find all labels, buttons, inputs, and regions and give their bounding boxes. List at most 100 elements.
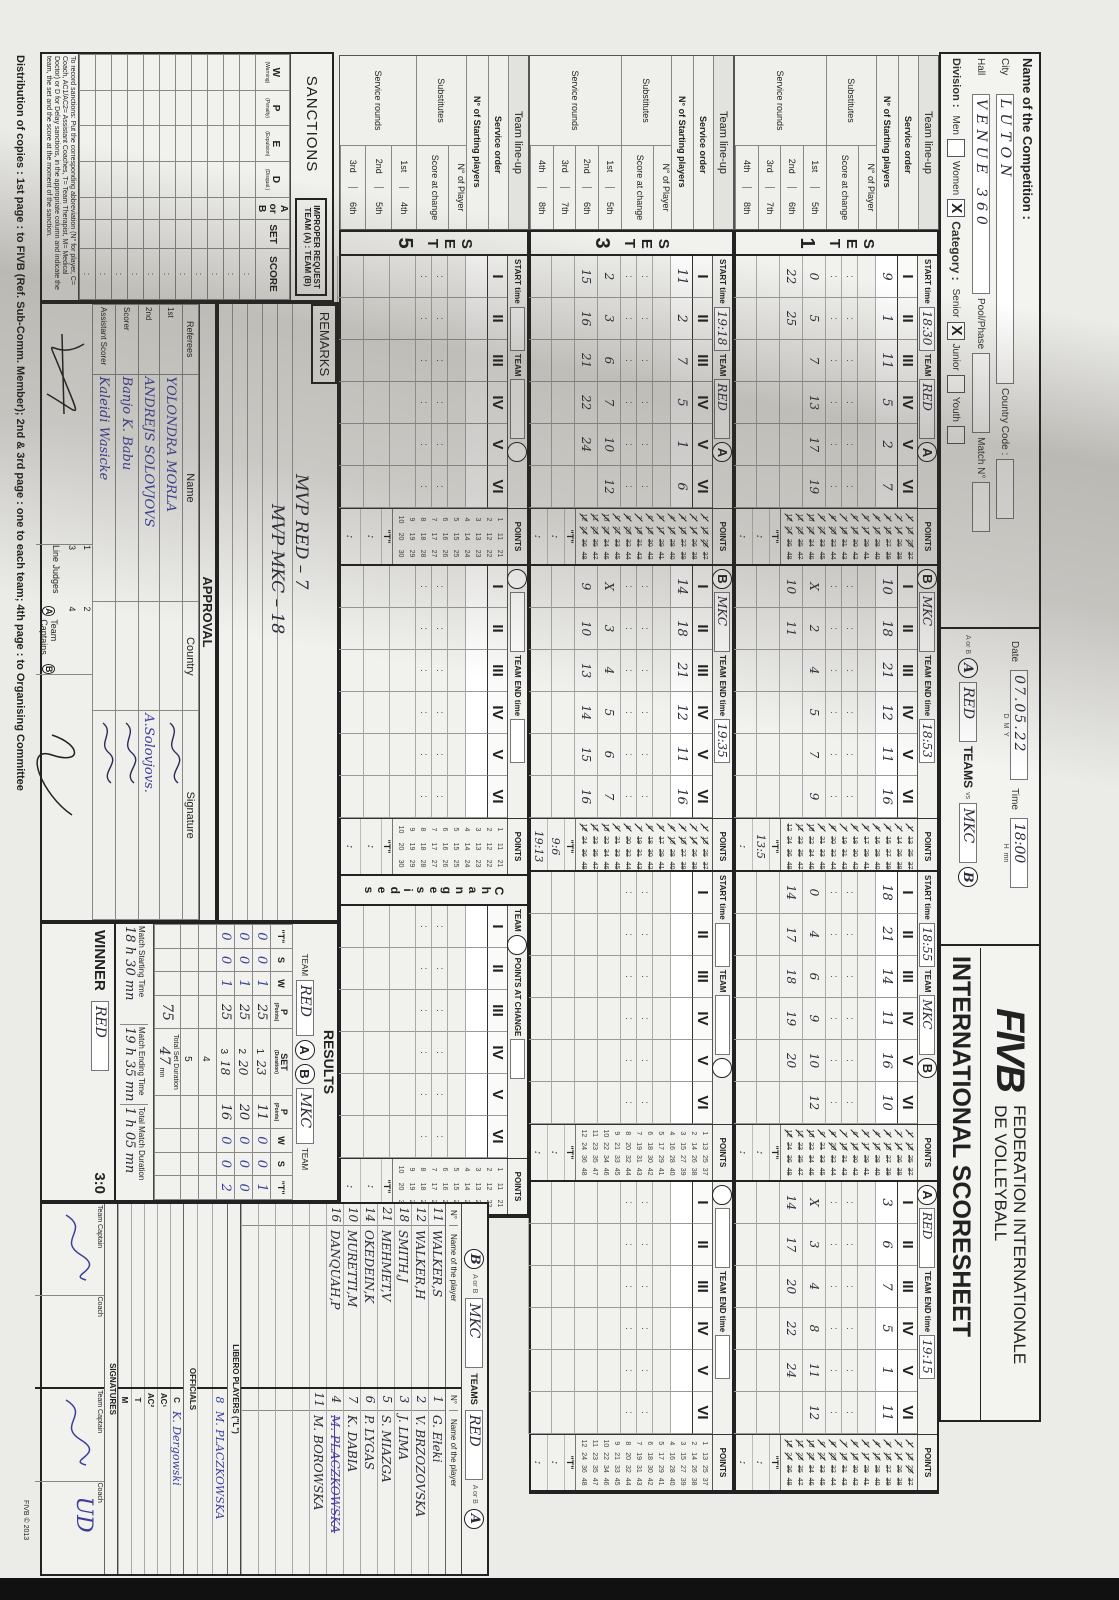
point-number[interactable]: 20 [624,1452,631,1461]
starting-player-cell[interactable]: 2 [875,424,897,466]
starting-player-cell[interactable] [465,776,487,818]
service-round-cell[interactable] [733,1392,756,1434]
point-number[interactable]: 43 [635,1167,642,1176]
point-number[interactable]: 17 [655,524,666,537]
starting-player-cell[interactable] [465,1032,487,1074]
point-number[interactable]: 23 [591,1452,598,1461]
point-number[interactable]: 43 [635,551,642,560]
service-round-cell[interactable]: X [597,566,620,608]
substitute-player-cell[interactable] [652,382,670,424]
player-row[interactable]: 3 J. LIMA [394,1389,411,1574]
starting-player-cell[interactable]: 21 [875,914,897,956]
service-round-cell[interactable] [551,956,574,998]
service-round-cell[interactable] [528,466,551,508]
score-at-change-cell[interactable]: : [841,1392,857,1434]
score-at-change-cell[interactable]: : [841,872,857,914]
point-number[interactable]: 17 [657,1452,664,1461]
point-number[interactable]: 18 [849,524,860,537]
point-number[interactable]: 11 [591,1129,598,1138]
team-captain-signature[interactable]: Team Captain [35,1389,104,1482]
service-round-cell[interactable] [756,382,779,424]
point-number[interactable]: 8 [624,1441,631,1446]
service-round-cell[interactable] [756,1308,779,1350]
score-at-change-cell[interactable]: : [620,608,636,650]
player-row[interactable]: 7 K. DABIA [343,1389,360,1574]
score-at-change-cell[interactable]: : [636,956,652,998]
point-number[interactable]: 12 [485,1182,492,1191]
substitute-player-cell[interactable] [652,1392,670,1434]
service-round-cell[interactable] [363,466,389,508]
point-number[interactable]: 35 [591,1154,598,1163]
service-round-cell[interactable] [597,1308,620,1350]
service-round-cell[interactable] [363,340,389,382]
sanctions-cell[interactable] [79,54,96,91]
team-captain-signature[interactable]: Team Captain [35,1204,104,1296]
player-row[interactable] [258,1389,275,1574]
timeout-cell[interactable]: : [341,509,362,564]
service-round-cell[interactable] [779,692,802,734]
substitute-player-cell[interactable] [857,692,875,734]
point-number[interactable]: 15 [679,1452,686,1461]
point-number[interactable]: 25 [701,848,708,857]
point-number[interactable]: 3 [882,1437,893,1450]
point-number[interactable]: 39 [884,1477,891,1486]
point-number[interactable]: 8 [827,1127,838,1140]
substitute-player-cell[interactable] [652,340,670,382]
point-number[interactable]: 24 [580,836,587,845]
service-round-cell[interactable] [574,1392,597,1434]
starting-player-cell[interactable] [670,1392,692,1434]
score-at-change-cell[interactable]: : [636,256,652,298]
point-number[interactable]: 17 [860,1450,871,1463]
point-number[interactable]: 10 [602,1129,609,1138]
score-at-change-cell[interactable]: : [415,256,431,298]
service-round-cell[interactable]: 13 [574,650,597,692]
score-at-change-cell[interactable]: : [415,734,431,776]
service-round-cell[interactable] [733,1224,756,1266]
score-at-change-cell[interactable]: : [825,998,841,1040]
substitute-player-cell[interactable] [447,906,465,948]
point-number[interactable]: 14 [893,524,904,537]
point-number[interactable]: 44 [829,1167,836,1176]
score-at-change-cell[interactable]: : [415,298,431,340]
score-at-change-cell[interactable]: : [415,1116,431,1158]
point-number[interactable]: 20 [397,1182,404,1191]
point-number[interactable]: 4 [668,1131,675,1136]
service-round-cell[interactable] [733,650,756,692]
score-at-change-cell[interactable]: : [825,466,841,508]
score-at-change-cell[interactable]: : [841,466,857,508]
service-round-cell[interactable] [528,872,551,914]
score-at-change-cell[interactable]: : [415,466,431,508]
point-number[interactable]: 6 [849,511,860,524]
starting-player-cell[interactable]: 21 [670,650,692,692]
point-number[interactable]: 3 [882,821,893,834]
point-number[interactable]: 27 [430,549,437,558]
point-number[interactable]: 28 [873,1464,880,1473]
sanctions-cell[interactable] [191,197,208,220]
point-number[interactable]: 36 [785,848,792,857]
score-at-change-cell[interactable]: : [825,340,841,382]
point-number[interactable]: 5 [860,1437,871,1450]
point-number[interactable]: 29 [862,1154,869,1163]
score-at-change-cell[interactable]: : [841,956,857,998]
point-number[interactable]: 26 [690,1464,697,1473]
point-number[interactable]: 38 [690,1477,697,1486]
point-number[interactable]: 24 [580,1142,587,1151]
service-round-cell[interactable] [597,1266,620,1308]
point-number[interactable]: 3 [677,821,688,834]
sanctions-cell[interactable] [223,90,240,126]
starting-player-cell[interactable]: 11 [875,998,897,1040]
starting-player-cell[interactable]: 11 [875,734,897,776]
point-number[interactable]: 8 [827,821,838,834]
point-number[interactable]: 45 [613,551,620,560]
point-number[interactable]: 13 [904,1450,915,1463]
sanctions-cell[interactable] [207,90,224,126]
score-at-change-cell[interactable]: : [620,1040,636,1082]
service-round-cell[interactable] [363,776,389,818]
service-round-cell[interactable] [756,1266,779,1308]
substitute-player-cell[interactable] [652,692,670,734]
player-row[interactable] [309,1204,326,1387]
service-round-cell[interactable] [363,608,389,650]
service-round-cell[interactable]: 7 [802,340,825,382]
point-number[interactable]: 4 [668,1441,675,1446]
score-at-change-cell[interactable]: : [825,608,841,650]
